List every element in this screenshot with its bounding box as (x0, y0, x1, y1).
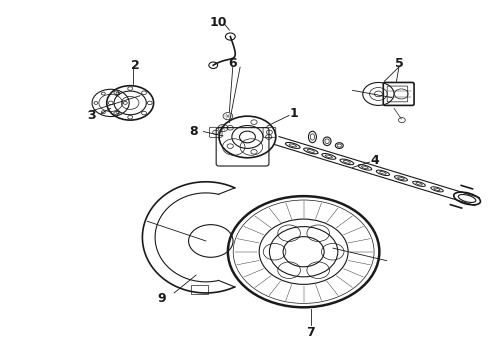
Text: 5: 5 (394, 57, 403, 70)
Text: 4: 4 (370, 154, 379, 167)
Text: 8: 8 (189, 125, 198, 138)
Bar (191, 285, 208, 294)
Text: 6: 6 (228, 57, 237, 70)
Text: 3: 3 (87, 109, 96, 122)
Text: 2: 2 (131, 59, 140, 72)
Text: 10: 10 (209, 16, 227, 29)
Text: 7: 7 (307, 326, 316, 339)
Text: 1: 1 (290, 107, 298, 120)
Text: 9: 9 (158, 292, 166, 305)
